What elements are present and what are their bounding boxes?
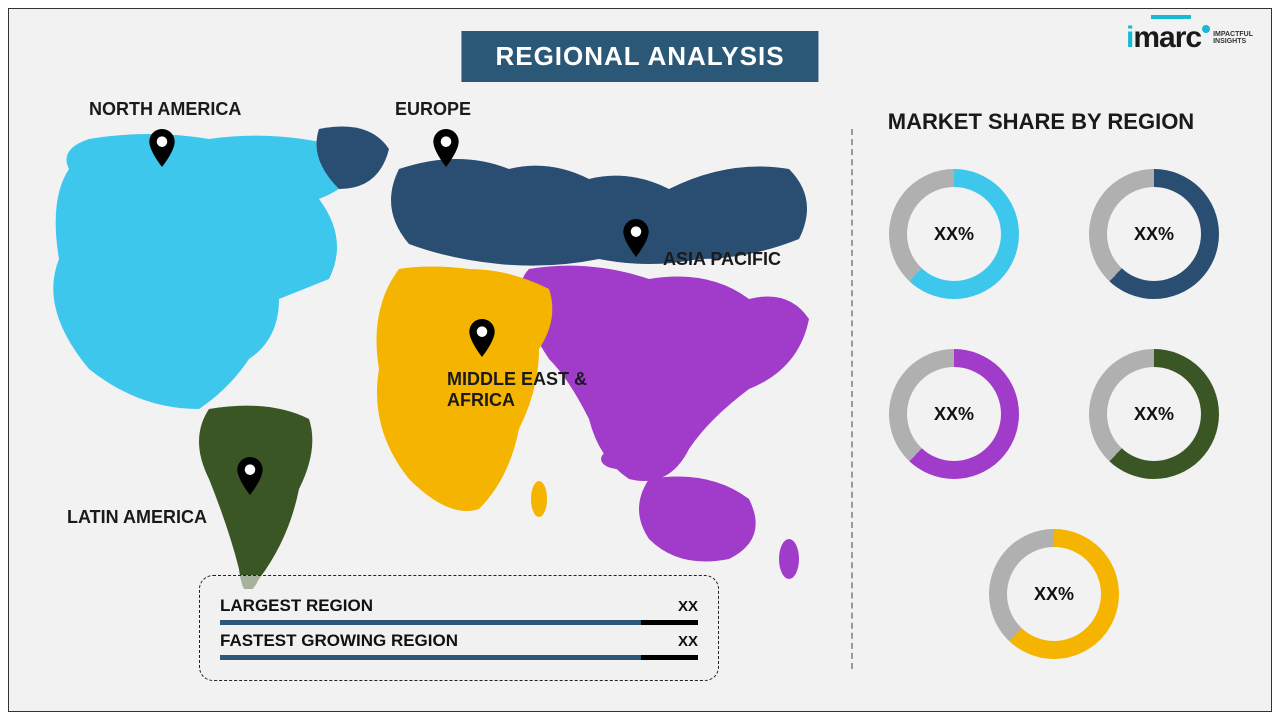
legend-row-0: LARGEST REGION XX — [220, 596, 698, 625]
pin-europe — [433, 129, 459, 167]
region-nz — [779, 539, 799, 579]
brand-logo: imarc IMPACTFUL INSIGHTS — [1126, 21, 1253, 55]
logo-main-text: marc — [1133, 21, 1201, 55]
pin-north_america — [149, 129, 175, 167]
infographic-frame: imarc IMPACTFUL INSIGHTS REGIONAL ANALYS… — [8, 8, 1272, 712]
region-latin-america — [199, 406, 312, 589]
market-share-title: MARKET SHARE BY REGION — [851, 109, 1231, 135]
region-sea-1 — [644, 427, 694, 451]
legend-value: XX — [678, 598, 698, 615]
region-sea-2 — [601, 449, 637, 469]
label-mea: MIDDLE EAST & AFRICA — [447, 369, 587, 411]
region-madagascar — [531, 481, 547, 517]
label-latin_america: LATIN AMERICA — [67, 507, 207, 528]
region-north-america — [53, 134, 354, 409]
page-title: REGIONAL ANALYSIS — [461, 31, 818, 82]
label-asia_pacific: ASIA PACIFIC — [663, 249, 781, 270]
donut-value: XX% — [907, 187, 1001, 281]
label-north_america: NORTH AMERICA — [89, 99, 241, 120]
legend-box: LARGEST REGION XX FASTEST GROWING REGION XX — [199, 575, 719, 681]
donut-chart-3: XX% — [1089, 349, 1219, 479]
donut-value: XX% — [1007, 547, 1101, 641]
donut-value: XX% — [907, 367, 1001, 461]
label-europe: EUROPE — [395, 99, 471, 120]
legend-value: XX — [678, 633, 698, 650]
section-divider — [851, 129, 853, 669]
donut-chart-2: XX% — [889, 349, 1019, 479]
pin-mea — [469, 319, 495, 357]
legend-name: FASTEST GROWING REGION — [220, 631, 458, 651]
donut-chart-1: XX% — [1089, 169, 1219, 299]
legend-row-1: FASTEST GROWING REGION XX — [220, 631, 698, 660]
region-australia — [639, 477, 756, 562]
donut-value: XX% — [1107, 187, 1201, 281]
logo-subtitle: IMPACTFUL INSIGHTS — [1213, 31, 1253, 46]
pin-asia_pacific — [623, 219, 649, 257]
donut-chart-0: XX% — [889, 169, 1019, 299]
logo-prefix: i — [1126, 21, 1133, 55]
donut-chart-4: XX% — [989, 529, 1119, 659]
pin-latin_america — [237, 457, 263, 495]
donut-value: XX% — [1107, 367, 1201, 461]
legend-name: LARGEST REGION — [220, 596, 373, 616]
